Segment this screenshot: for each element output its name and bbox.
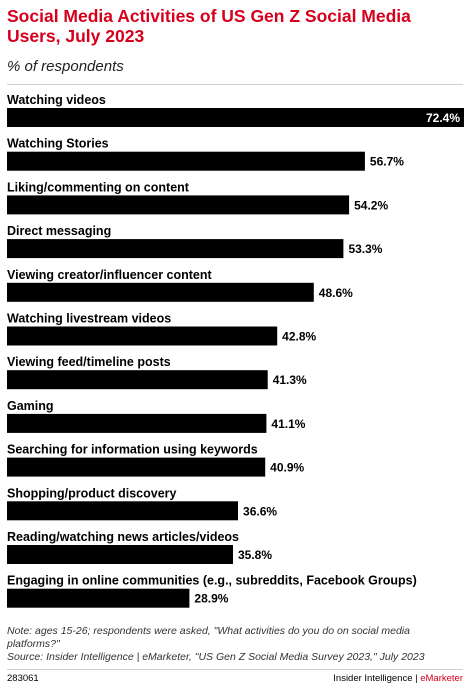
- footer: 283061 Insider Intelligence | eMarketer: [7, 673, 463, 684]
- bar: [7, 457, 266, 477]
- category-label: Liking/commenting on content: [7, 180, 190, 194]
- value-label: 41.1%: [271, 417, 305, 431]
- chart-notes: Note: ages 15-26; respondents were asked…: [7, 625, 463, 664]
- bar-chart: Watching videos 72.4% Watching Stories 56.7…: [7, 93, 464, 608]
- chart-id: 283061: [7, 673, 39, 684]
- category-label: Searching for information using keywords: [7, 443, 258, 457]
- chart-subtitle: % of respondents: [7, 58, 124, 75]
- brand-separator: |: [412, 673, 421, 684]
- chart-title: Social Media Activities of US Gen Z Soci…: [7, 6, 411, 46]
- value-label: 28.9%: [194, 592, 228, 606]
- value-label: 48.6%: [319, 286, 353, 300]
- bar: [7, 282, 314, 302]
- bar: [7, 326, 278, 346]
- brand: Insider Intelligence | eMarketer: [333, 673, 463, 684]
- value-label: 56.7%: [370, 155, 404, 169]
- value-label: 41.3%: [273, 373, 307, 387]
- bar: [7, 108, 464, 127]
- category-label: Shopping/product discovery: [7, 486, 177, 500]
- bar: [7, 501, 238, 521]
- value-label: 53.3%: [348, 242, 382, 256]
- value-label: 40.9%: [270, 461, 304, 475]
- category-label: Direct messaging: [7, 224, 111, 238]
- category-label: Viewing feed/timeline posts: [7, 355, 171, 369]
- category-label: Engaging in online communities (e.g., su…: [7, 574, 417, 588]
- value-label: 35.8%: [238, 548, 272, 562]
- value-label: 36.6%: [243, 504, 277, 518]
- category-label: Reading/watching news articles/videos: [7, 530, 239, 544]
- bottom-divider: [7, 669, 463, 670]
- top-divider: [7, 84, 463, 85]
- bar: [7, 588, 190, 608]
- bar: [7, 545, 233, 564]
- bar: [7, 151, 365, 171]
- bar: [7, 370, 268, 390]
- note-text: Note: ages 15-26; respondents were asked…: [7, 625, 410, 650]
- value-label: 54.2%: [354, 198, 388, 212]
- value-label: 72.4%: [426, 111, 460, 125]
- category-label: Gaming: [7, 399, 54, 413]
- bar: [7, 195, 350, 215]
- category-label: Viewing creator/influencer content: [7, 268, 213, 282]
- bar: [7, 239, 344, 259]
- category-label: Watching Stories: [7, 137, 109, 151]
- value-label: 42.8%: [282, 330, 316, 344]
- brand-main: Insider Intelligence: [333, 673, 413, 684]
- category-label: Watching videos: [7, 93, 106, 107]
- source-text: Source: Insider Intelligence | eMarketer…: [7, 651, 425, 663]
- category-label: Watching livestream videos: [7, 312, 171, 326]
- brand-accent: eMarketer: [420, 673, 463, 684]
- bar: [7, 413, 267, 433]
